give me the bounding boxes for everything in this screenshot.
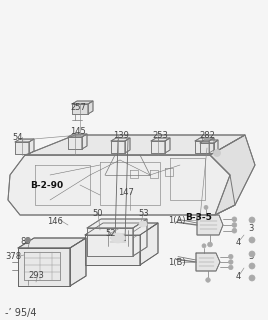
- Circle shape: [208, 242, 212, 247]
- Polygon shape: [195, 138, 214, 141]
- Circle shape: [232, 228, 237, 233]
- Text: 3: 3: [248, 224, 253, 233]
- Text: 89: 89: [20, 237, 31, 246]
- Polygon shape: [25, 135, 245, 155]
- Circle shape: [249, 251, 255, 257]
- Polygon shape: [85, 223, 158, 235]
- Polygon shape: [196, 253, 220, 271]
- Text: 257: 257: [70, 103, 86, 112]
- Polygon shape: [87, 219, 147, 228]
- Circle shape: [249, 237, 255, 243]
- Circle shape: [206, 278, 210, 282]
- Circle shape: [229, 254, 233, 259]
- Circle shape: [25, 237, 31, 243]
- Text: 3: 3: [248, 252, 253, 261]
- Circle shape: [232, 223, 237, 228]
- Polygon shape: [82, 134, 87, 149]
- Polygon shape: [200, 140, 218, 143]
- Text: 54: 54: [12, 133, 23, 142]
- Polygon shape: [72, 104, 88, 114]
- Polygon shape: [18, 248, 70, 286]
- Polygon shape: [133, 219, 147, 256]
- Circle shape: [232, 217, 237, 222]
- Polygon shape: [151, 141, 165, 153]
- Circle shape: [249, 217, 255, 223]
- Text: 378: 378: [5, 252, 21, 261]
- Text: 4: 4: [236, 238, 241, 247]
- Polygon shape: [85, 235, 140, 265]
- Polygon shape: [8, 155, 235, 215]
- Polygon shape: [18, 238, 86, 248]
- Polygon shape: [209, 138, 214, 153]
- Text: 1(B): 1(B): [168, 258, 186, 267]
- Circle shape: [249, 275, 255, 281]
- Text: 282: 282: [199, 131, 215, 140]
- Circle shape: [229, 260, 233, 264]
- Text: B-2-90: B-2-90: [30, 181, 63, 190]
- Circle shape: [204, 205, 208, 209]
- Polygon shape: [165, 138, 170, 153]
- Text: -’ 95/4: -’ 95/4: [5, 308, 36, 318]
- Polygon shape: [72, 101, 93, 104]
- Text: 52: 52: [105, 229, 116, 238]
- Polygon shape: [88, 101, 93, 114]
- Polygon shape: [15, 139, 34, 142]
- Text: 53: 53: [138, 209, 149, 218]
- Text: 253: 253: [152, 131, 168, 140]
- Polygon shape: [195, 141, 209, 153]
- Text: 50: 50: [92, 209, 102, 218]
- Ellipse shape: [111, 233, 125, 243]
- Polygon shape: [214, 140, 218, 153]
- Text: B-3-5: B-3-5: [185, 213, 212, 222]
- Polygon shape: [68, 134, 87, 137]
- Text: 4: 4: [236, 272, 241, 281]
- Polygon shape: [111, 138, 130, 141]
- Text: 146: 146: [47, 217, 63, 226]
- Polygon shape: [15, 142, 29, 154]
- Text: 1(A): 1(A): [168, 216, 185, 225]
- Polygon shape: [111, 141, 125, 153]
- Text: 293: 293: [28, 271, 44, 280]
- Polygon shape: [70, 238, 86, 286]
- Circle shape: [214, 149, 221, 156]
- Polygon shape: [140, 223, 158, 265]
- Polygon shape: [29, 139, 34, 154]
- Text: 145: 145: [70, 127, 86, 136]
- Text: 139: 139: [113, 131, 129, 140]
- Polygon shape: [200, 143, 214, 153]
- Ellipse shape: [139, 221, 147, 227]
- Text: 147: 147: [118, 188, 134, 197]
- Circle shape: [249, 263, 255, 269]
- Circle shape: [229, 265, 233, 270]
- Polygon shape: [210, 135, 255, 215]
- Polygon shape: [197, 215, 223, 235]
- Polygon shape: [151, 138, 170, 141]
- Polygon shape: [87, 228, 133, 256]
- Polygon shape: [68, 137, 82, 149]
- Circle shape: [202, 244, 206, 248]
- Polygon shape: [125, 138, 130, 153]
